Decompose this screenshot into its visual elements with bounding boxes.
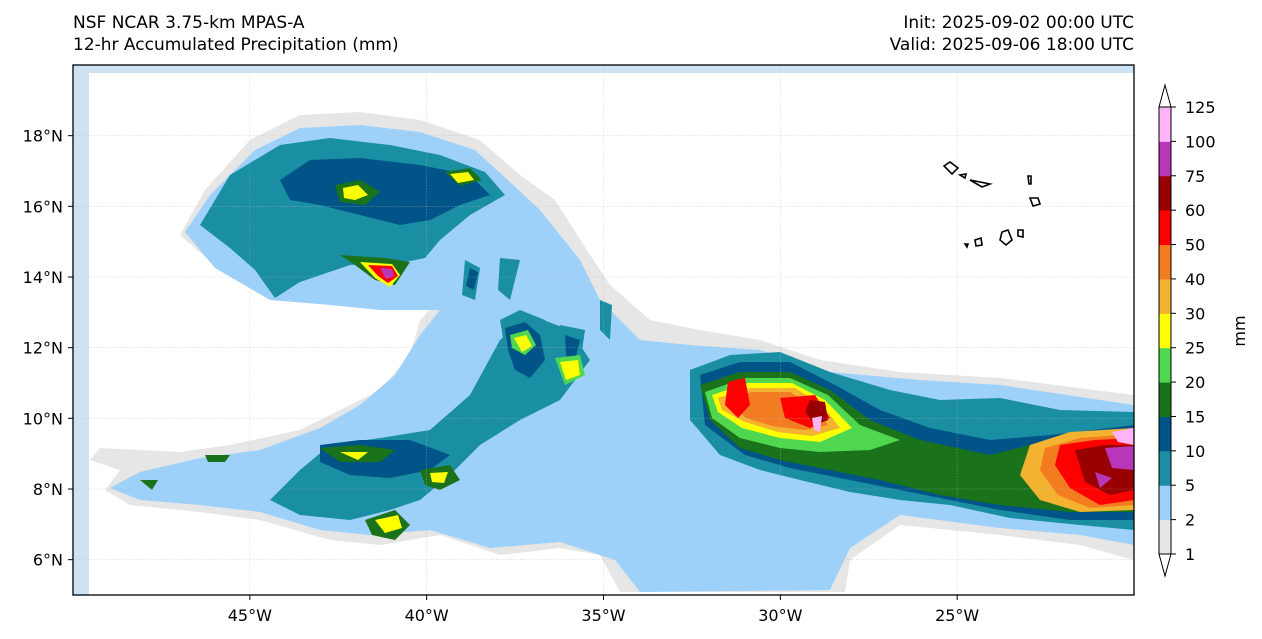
lon-tick-label: 25°W xyxy=(935,606,979,625)
colorbar-segment xyxy=(1159,175,1171,211)
longitude-labels: 45°W 40°W 35°W 30°W 25°W xyxy=(228,595,979,625)
island-sao-nicolau xyxy=(969,179,993,188)
map-plot-area xyxy=(73,65,1134,595)
colorbar-tick-label: 125 xyxy=(1185,98,1216,117)
contour-north-green xyxy=(335,168,482,285)
island-boa-vista xyxy=(1028,197,1042,207)
lon-tick-label: 35°W xyxy=(581,606,625,625)
colorbar-tick-label: 100 xyxy=(1185,132,1216,151)
colorbar-segment xyxy=(1159,382,1171,417)
colorbar-segment xyxy=(1159,244,1171,280)
graticule xyxy=(73,65,1134,595)
colorbar-segment xyxy=(1159,519,1171,555)
colorbar-tick-label: 40 xyxy=(1185,270,1205,289)
colorbar-extend-bottom xyxy=(1158,553,1172,578)
title-block: NSF NCAR 3.75-km MPAS-A 12-hr Accumulate… xyxy=(73,12,399,56)
island-sao-vicente xyxy=(957,173,968,180)
colorbar-segment xyxy=(1159,313,1171,349)
colorbar-tick-label: 2 xyxy=(1185,511,1195,530)
island-santo-antao xyxy=(942,161,960,176)
island-brava xyxy=(963,243,970,249)
precip-contours xyxy=(90,112,1134,592)
model-title: NSF NCAR 3.75-km MPAS-A xyxy=(73,13,305,33)
lat-tick-label: 6°N xyxy=(33,551,63,570)
colorbar-segment xyxy=(1159,278,1171,314)
contour-60mm xyxy=(805,400,828,425)
colorbar-segment xyxy=(1159,347,1171,383)
contour-75mm xyxy=(1095,446,1134,488)
colorbar-tick-label: 60 xyxy=(1185,201,1205,220)
lat-tick-label: 14°N xyxy=(23,268,63,287)
init-time: Init: 2025-09-02 00:00 UTC xyxy=(903,13,1134,33)
island-santiago xyxy=(999,229,1013,247)
lon-tick-label: 45°W xyxy=(228,606,272,625)
colorbar-segment xyxy=(1159,107,1171,142)
latitude-labels: 6°N 8°N 10°N 12°N 14°N 16°N 18°N xyxy=(23,127,73,570)
time-block: Init: 2025-09-02 00:00 UTC Valid: 2025-0… xyxy=(890,12,1134,56)
island-sal xyxy=(1027,175,1032,185)
colorbar-tick-label: 15 xyxy=(1185,407,1205,426)
colorbar-segment xyxy=(1159,485,1171,521)
lon-tick-label: 30°W xyxy=(758,606,802,625)
colorbar-tick-label: 75 xyxy=(1185,167,1205,186)
colorbar-extend-top xyxy=(1158,83,1172,108)
colorbar-segment xyxy=(1159,416,1171,452)
contour-cell-25mm xyxy=(514,335,580,380)
colorbar-tick-label: 20 xyxy=(1185,373,1205,392)
colorbar-tick-label: 5 xyxy=(1185,476,1195,495)
colorbar-segment xyxy=(1159,210,1171,246)
valid-time: Valid: 2025-09-06 18:00 UTC xyxy=(889,35,1134,55)
lon-tick-label: 40°W xyxy=(405,606,449,625)
colorbar-tick-label: 10 xyxy=(1185,442,1205,461)
lat-tick-label: 12°N xyxy=(23,339,63,358)
island-maio xyxy=(1017,229,1024,238)
lat-tick-label: 8°N xyxy=(33,480,63,499)
colorbar-label: mm xyxy=(1230,315,1249,346)
lat-tick-label: 18°N xyxy=(23,127,63,146)
colorbar-tick-label: 25 xyxy=(1185,339,1205,358)
colorbar-frame xyxy=(1158,106,1172,555)
domain-edge-left xyxy=(73,65,89,595)
contour-southwest-yellow xyxy=(340,452,448,533)
colorbar-segment xyxy=(1159,141,1171,177)
colorbar-tick-label: 50 xyxy=(1185,236,1205,255)
contour-cell-10mm xyxy=(466,268,580,378)
cape-verde-islands xyxy=(942,161,1042,249)
lat-tick-label: 16°N xyxy=(23,197,63,216)
colorbar-segment xyxy=(1159,450,1171,486)
lat-tick-label: 10°N xyxy=(23,409,63,428)
contour-10mm-north xyxy=(280,158,490,225)
field-title: 12-hr Accumulated Precipitation (mm) xyxy=(73,35,399,55)
colorbar-tick-label: 30 xyxy=(1185,304,1205,323)
colorbar-tick-label: 1 xyxy=(1185,545,1195,564)
island-fogo xyxy=(974,236,983,247)
contour-southwest-cells xyxy=(140,445,460,540)
contour-north-purple xyxy=(380,268,394,279)
contour-50mm xyxy=(725,378,830,428)
